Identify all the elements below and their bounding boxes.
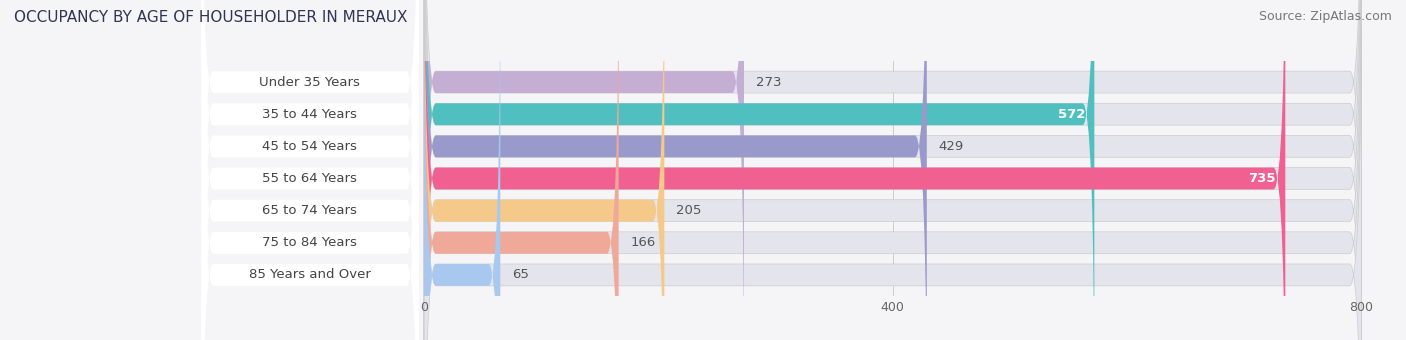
Text: 166: 166 (630, 236, 655, 249)
Text: 429: 429 (939, 140, 963, 153)
FancyBboxPatch shape (425, 0, 501, 340)
Text: 55 to 64 Years: 55 to 64 Years (263, 172, 357, 185)
FancyBboxPatch shape (425, 0, 1361, 340)
FancyBboxPatch shape (425, 0, 1361, 340)
FancyBboxPatch shape (425, 0, 1285, 340)
FancyBboxPatch shape (201, 0, 419, 340)
Text: 65: 65 (512, 268, 529, 282)
Text: OCCUPANCY BY AGE OF HOUSEHOLDER IN MERAUX: OCCUPANCY BY AGE OF HOUSEHOLDER IN MERAU… (14, 10, 408, 25)
Text: 85 Years and Over: 85 Years and Over (249, 268, 371, 282)
FancyBboxPatch shape (201, 0, 419, 340)
Text: 273: 273 (756, 75, 782, 89)
Text: 572: 572 (1057, 108, 1085, 121)
Text: Source: ZipAtlas.com: Source: ZipAtlas.com (1258, 10, 1392, 23)
FancyBboxPatch shape (425, 0, 744, 340)
FancyBboxPatch shape (201, 0, 419, 340)
FancyBboxPatch shape (425, 0, 1361, 340)
FancyBboxPatch shape (201, 0, 419, 340)
FancyBboxPatch shape (425, 0, 1361, 340)
FancyBboxPatch shape (201, 0, 419, 340)
Text: Under 35 Years: Under 35 Years (260, 75, 360, 89)
FancyBboxPatch shape (425, 0, 619, 340)
Text: 205: 205 (676, 204, 702, 217)
Text: 35 to 44 Years: 35 to 44 Years (263, 108, 357, 121)
FancyBboxPatch shape (201, 0, 419, 340)
Text: 45 to 54 Years: 45 to 54 Years (263, 140, 357, 153)
Text: 75 to 84 Years: 75 to 84 Years (263, 236, 357, 249)
FancyBboxPatch shape (425, 0, 665, 340)
FancyBboxPatch shape (201, 0, 419, 340)
Text: 735: 735 (1249, 172, 1277, 185)
FancyBboxPatch shape (425, 0, 1361, 340)
FancyBboxPatch shape (425, 0, 1094, 340)
Text: 65 to 74 Years: 65 to 74 Years (263, 204, 357, 217)
FancyBboxPatch shape (425, 0, 1361, 340)
FancyBboxPatch shape (425, 0, 1361, 340)
FancyBboxPatch shape (425, 0, 927, 340)
